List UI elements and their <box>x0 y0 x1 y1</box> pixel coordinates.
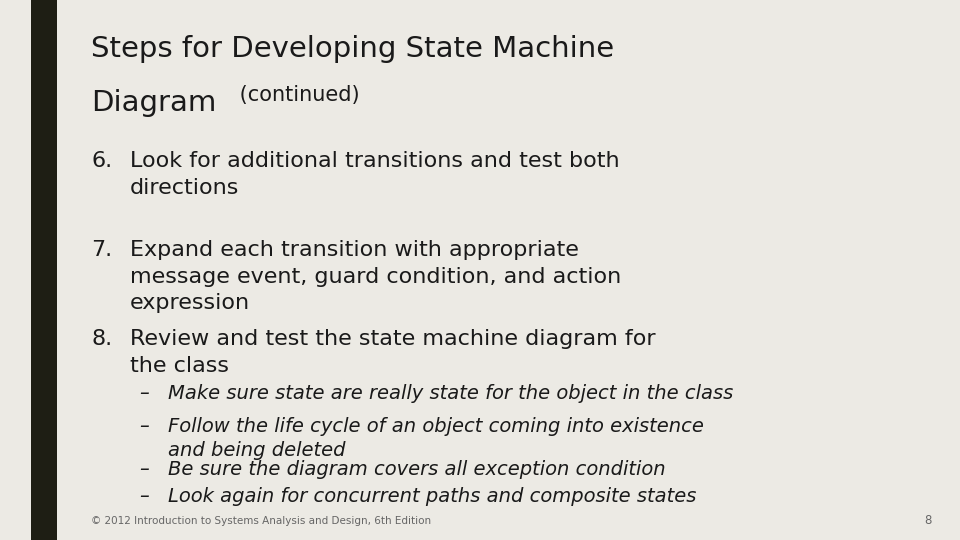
Text: 7.: 7. <box>91 240 112 260</box>
Text: Expand each transition with appropriate
message event, guard condition, and acti: Expand each transition with appropriate … <box>130 240 621 313</box>
Text: Follow the life cycle of an object coming into existence
and being deleted: Follow the life cycle of an object comin… <box>168 417 704 460</box>
Text: Look again for concurrent paths and composite states: Look again for concurrent paths and comp… <box>168 487 696 506</box>
Text: –: – <box>139 460 149 479</box>
Text: 8: 8 <box>924 514 931 526</box>
Text: Look for additional transitions and test both
directions: Look for additional transitions and test… <box>130 151 619 198</box>
Text: (continued): (continued) <box>233 85 360 105</box>
Text: 8.: 8. <box>91 329 112 349</box>
Text: –: – <box>139 487 149 506</box>
Text: Review and test the state machine diagram for
the class: Review and test the state machine diagra… <box>130 329 656 376</box>
Text: 6.: 6. <box>91 151 112 171</box>
FancyBboxPatch shape <box>31 0 57 540</box>
Text: Make sure state are really state for the object in the class: Make sure state are really state for the… <box>168 384 733 403</box>
Text: –: – <box>139 417 149 436</box>
Text: –: – <box>139 384 149 403</box>
Text: Diagram: Diagram <box>91 89 217 117</box>
Text: © 2012 Introduction to Systems Analysis and Design, 6th Edition: © 2012 Introduction to Systems Analysis … <box>91 516 431 526</box>
Text: Steps for Developing State Machine: Steps for Developing State Machine <box>91 35 614 63</box>
Text: Be sure the diagram covers all exception condition: Be sure the diagram covers all exception… <box>168 460 665 479</box>
